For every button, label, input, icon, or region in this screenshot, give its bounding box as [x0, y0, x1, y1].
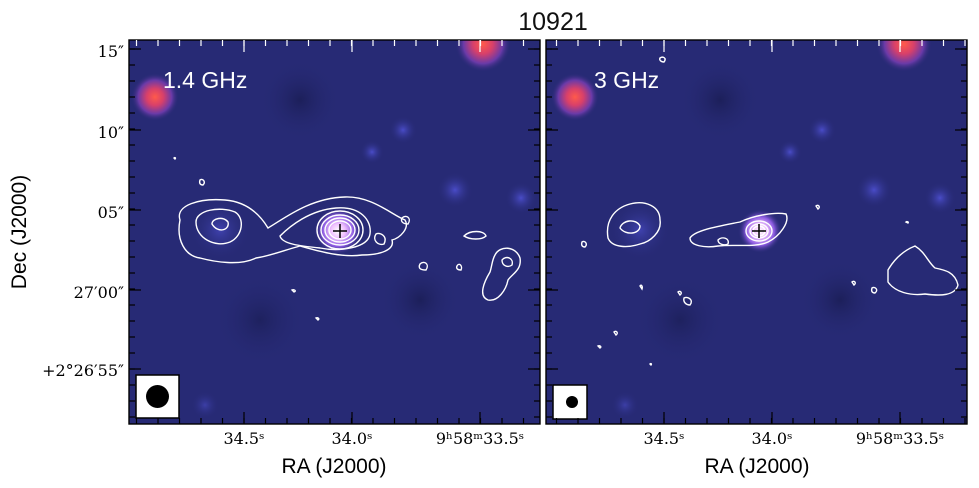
y-tick-label: 10″	[98, 123, 124, 142]
hotspot	[551, 73, 599, 121]
x-tick-label: 9ʰ58ᵐ33.5ˢ	[856, 429, 944, 448]
y-axis-label: Dec (J2000)	[8, 175, 31, 289]
hotspot	[455, 40, 511, 72]
x-tick-label: 34.0ˢ	[751, 429, 792, 448]
x-tick-label: 34.0ˢ	[331, 429, 372, 448]
figure-title: 10921	[518, 8, 588, 36]
x-tick-labels-right: 34.5ˢ 34.0ˢ 9ʰ58ᵐ33.5ˢ	[643, 429, 944, 448]
y-tick-label: 15″	[98, 42, 124, 61]
x-axis-label-right: RA (J2000)	[704, 455, 809, 478]
y-tick-label: +2°26′55″	[42, 361, 124, 380]
y-tick-label: 27′00″	[74, 283, 124, 302]
x-tick-label: 34.5ˢ	[223, 429, 264, 448]
beam-box-3ghz	[552, 384, 588, 420]
panel-1-4ghz	[129, 40, 540, 424]
axis-ticks	[129, 40, 967, 424]
x-tick-label: 34.5ˢ	[643, 429, 684, 448]
axes-frames	[128, 39, 968, 425]
x-tick-labels-left: 34.5ˢ 34.0ˢ 9ʰ58ᵐ33.5ˢ	[223, 429, 524, 448]
panel-label-1-4ghz: 1.4 GHz	[163, 67, 247, 93]
source-marker	[333, 224, 347, 238]
panel-label-3ghz: 3 GHz	[594, 67, 659, 93]
contours-1-4ghz	[173, 156, 521, 321]
contours-3ghz	[580, 56, 959, 366]
x-tick-label: 9ʰ58ᵐ33.5ˢ	[436, 429, 524, 448]
beam-ellipse	[146, 385, 169, 408]
panel-3ghz	[546, 40, 967, 424]
y-tick-label: 05″	[98, 203, 124, 222]
y-tick-labels: 15″ 10″ 05″ 27′00″ +2°26′55″	[42, 42, 124, 380]
hotspot	[876, 40, 932, 72]
beam-ellipse	[566, 396, 578, 408]
source-marker	[752, 224, 766, 238]
x-axis-label-left: RA (J2000)	[281, 455, 386, 478]
hotspot	[131, 73, 179, 121]
beam-box-1-4ghz	[135, 374, 180, 419]
